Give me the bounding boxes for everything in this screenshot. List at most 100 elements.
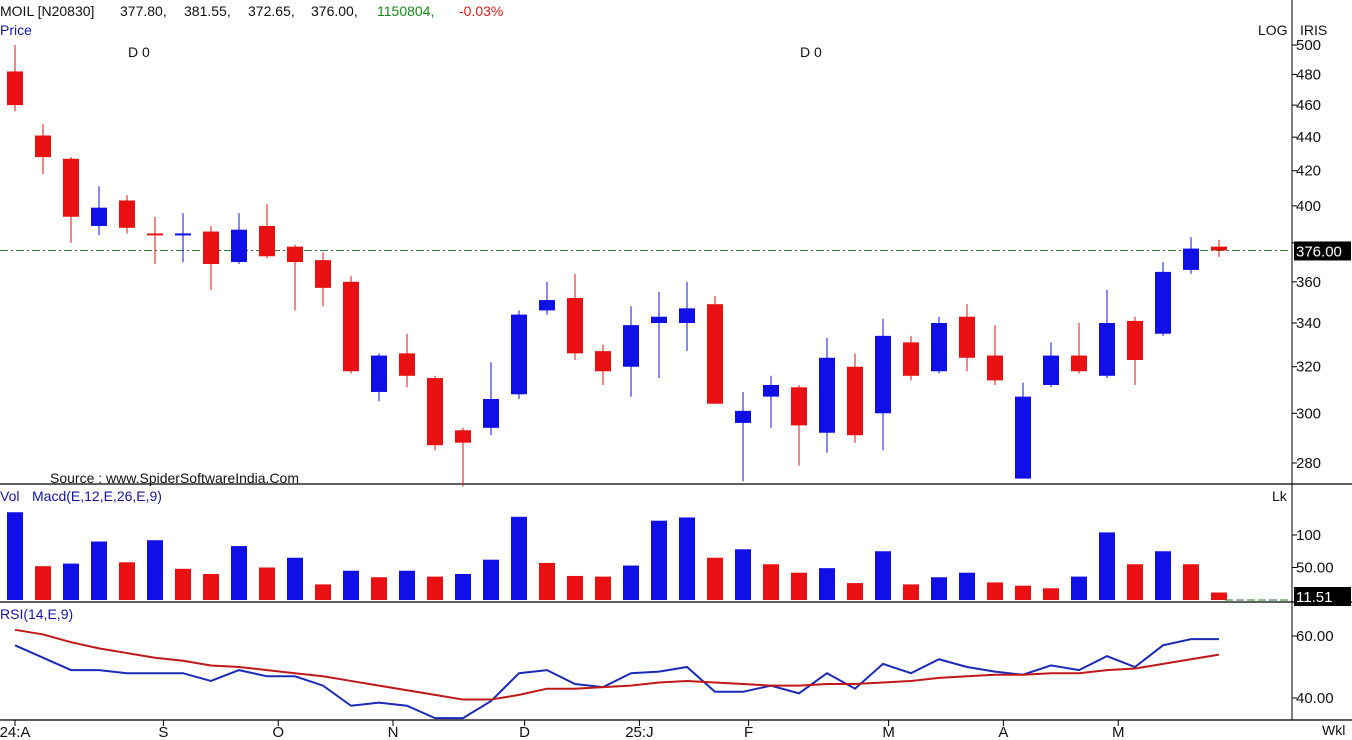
volume-bar bbox=[63, 563, 79, 600]
candle-body bbox=[35, 135, 51, 158]
volume-bar bbox=[1127, 564, 1143, 600]
volume-bar bbox=[147, 540, 163, 600]
price-tick-label: 340 bbox=[1296, 315, 1321, 332]
last-price-box bbox=[1294, 241, 1351, 261]
candle-body bbox=[1071, 355, 1087, 372]
last-price-value: 376.00 bbox=[1296, 243, 1342, 260]
vol-panel-title: Vol bbox=[0, 488, 20, 504]
candle-body bbox=[203, 231, 219, 265]
candle-body bbox=[427, 378, 443, 446]
price-tick-label: 500 bbox=[1296, 37, 1321, 54]
volume-bar bbox=[707, 557, 723, 600]
volume-bar bbox=[511, 516, 527, 600]
volume-bar bbox=[595, 576, 611, 600]
volume-bar bbox=[427, 576, 443, 600]
volume-last-value: 11.51 bbox=[1296, 589, 1332, 606]
volume-bar bbox=[679, 517, 695, 600]
candle-body bbox=[679, 308, 695, 324]
candle-body bbox=[175, 233, 191, 236]
price-tick-label: 360 bbox=[1296, 274, 1321, 291]
volume-bar bbox=[651, 520, 667, 600]
iris-label: IRIS bbox=[1300, 22, 1328, 38]
candle-body bbox=[343, 281, 359, 372]
volume-bar bbox=[203, 574, 219, 600]
period-label: Wkl bbox=[1322, 722, 1346, 738]
price-label: Price bbox=[0, 22, 32, 38]
candle-body bbox=[371, 355, 387, 392]
candle-body bbox=[651, 316, 667, 324]
open-value: 377.80, bbox=[120, 3, 167, 19]
volume-bar bbox=[315, 584, 331, 600]
x-axis-label: N bbox=[388, 724, 399, 740]
candle-body bbox=[287, 246, 303, 263]
rsi-tick-label: 60.00 bbox=[1296, 628, 1334, 645]
candle-body bbox=[1183, 248, 1199, 270]
volume-bar bbox=[455, 574, 471, 600]
candle-body bbox=[1043, 355, 1059, 385]
volume-bar bbox=[1183, 564, 1199, 600]
volume-bar bbox=[231, 546, 247, 600]
log-scale-label[interactable]: LOG bbox=[1258, 22, 1288, 38]
x-axis-label: A bbox=[998, 724, 1008, 740]
volume-bar bbox=[987, 582, 1003, 600]
volume-bar bbox=[623, 565, 639, 600]
volume-bar bbox=[847, 583, 863, 600]
candle-body bbox=[903, 342, 919, 376]
d0-marker-b: D 0 bbox=[800, 44, 822, 60]
volume-bar bbox=[903, 584, 919, 600]
x-axis-label: S bbox=[158, 724, 168, 740]
candle-body bbox=[987, 355, 1003, 381]
volume-bar bbox=[763, 564, 779, 600]
volume-last-box bbox=[1294, 587, 1351, 606]
rsi-signal-line bbox=[14, 628, 1220, 701]
candle-body bbox=[511, 314, 527, 395]
volume-bar bbox=[371, 577, 387, 600]
candle-body bbox=[735, 410, 751, 423]
volume-bar bbox=[1099, 532, 1115, 600]
volume-tick-label: 50.00 bbox=[1296, 560, 1334, 577]
candle-body bbox=[875, 335, 891, 414]
candle-body bbox=[959, 316, 975, 358]
price-tick-label: 280 bbox=[1296, 455, 1321, 472]
x-axis-label: O bbox=[272, 724, 284, 740]
symbol-label: MOIL [N20830] bbox=[0, 3, 95, 19]
candle-body bbox=[483, 398, 499, 428]
x-axis-label: M bbox=[882, 724, 895, 740]
volume-bar bbox=[119, 562, 135, 600]
volume-bar bbox=[1211, 592, 1227, 600]
candle-body bbox=[63, 158, 79, 217]
volume-bar bbox=[343, 570, 359, 600]
price-tick-label: 440 bbox=[1296, 129, 1321, 146]
volume-bar bbox=[483, 559, 499, 600]
volume-bar bbox=[259, 567, 275, 600]
candle-body bbox=[1211, 246, 1227, 251]
price-tick-label: 480 bbox=[1296, 66, 1321, 83]
low-value: 372.65, bbox=[248, 3, 295, 19]
candle-body bbox=[847, 366, 863, 436]
rsi-panel-title: RSI(14,E,9) bbox=[0, 606, 74, 622]
x-axis-label: D bbox=[519, 724, 530, 740]
volume-bar bbox=[35, 566, 51, 600]
candle-body bbox=[567, 298, 583, 354]
candle-body bbox=[1127, 320, 1143, 361]
volume-bar bbox=[1155, 551, 1171, 600]
price-tick-label: 400 bbox=[1296, 198, 1321, 215]
price-tick-label: 460 bbox=[1296, 97, 1321, 114]
volume-bar bbox=[931, 577, 947, 600]
volume-bar bbox=[567, 575, 583, 600]
volume-bar bbox=[1071, 576, 1087, 600]
volume-bar bbox=[791, 572, 807, 600]
volume-bar bbox=[399, 570, 415, 600]
candle-body bbox=[147, 233, 163, 236]
price-tick-label: 320 bbox=[1296, 359, 1321, 376]
candle-body bbox=[1155, 271, 1171, 334]
x-axis-label: F bbox=[744, 724, 753, 740]
vol-unit-label: Lk bbox=[1272, 488, 1287, 504]
volume-value: 1150804, bbox=[377, 3, 435, 19]
candle-body bbox=[1099, 323, 1115, 376]
volume-bar bbox=[959, 572, 975, 600]
volume-bar bbox=[7, 512, 23, 600]
volume-bar bbox=[539, 562, 555, 600]
candle-body bbox=[791, 387, 807, 426]
